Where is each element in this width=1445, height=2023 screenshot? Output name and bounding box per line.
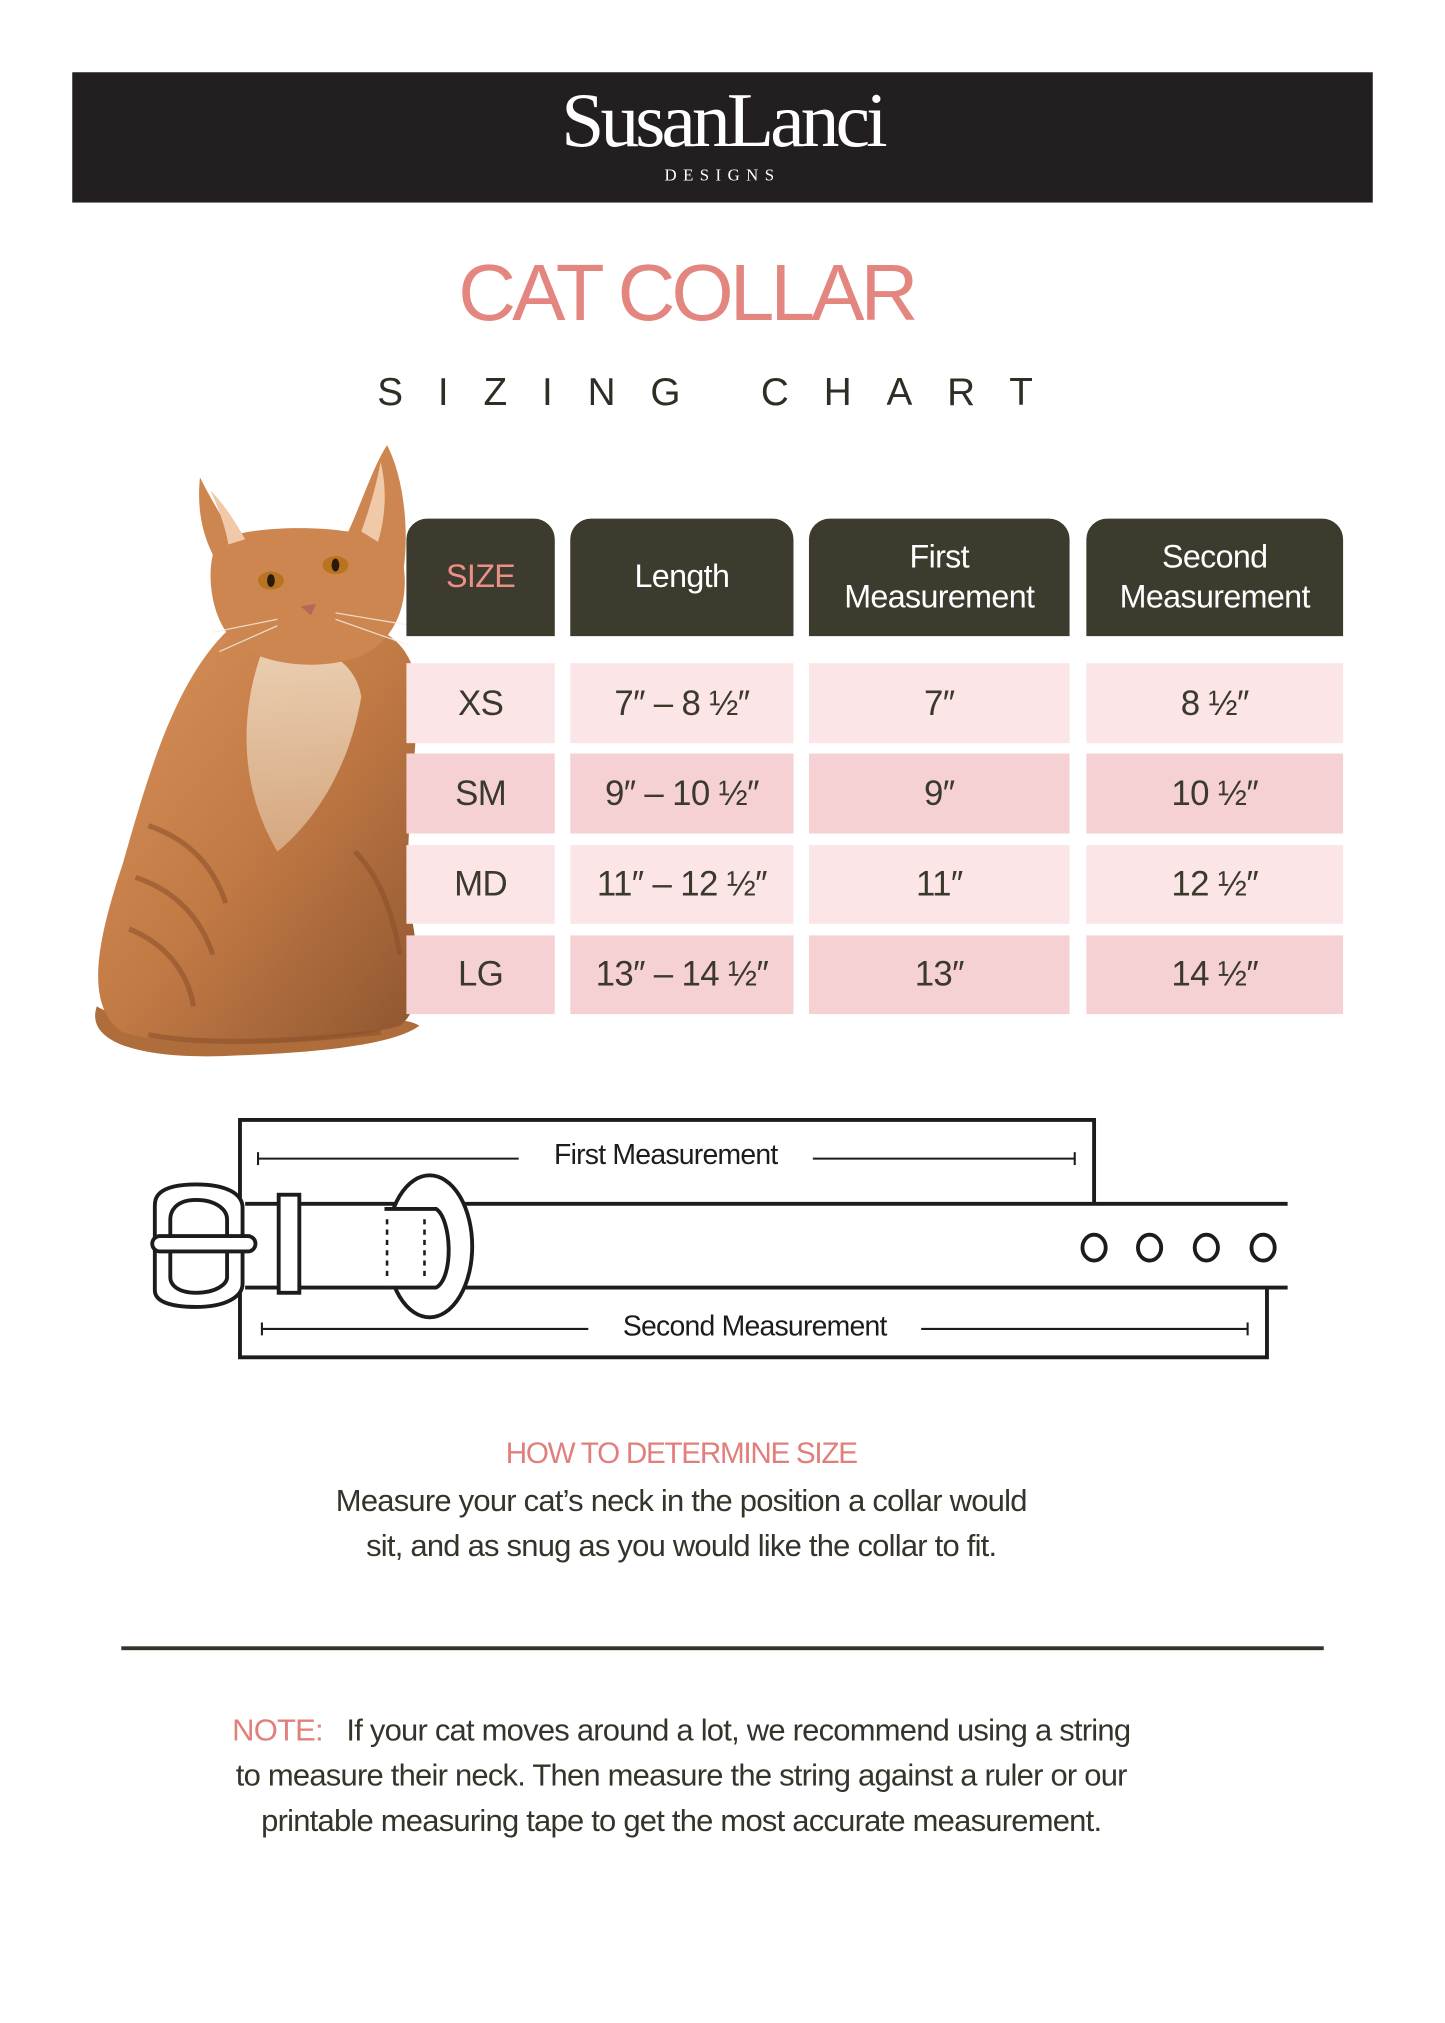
- column-header-size: SIZE: [406, 518, 555, 637]
- column-header-first-line2: Measurement: [844, 578, 1035, 615]
- keeper-loop-icon: [276, 1192, 302, 1295]
- first-measurement-bracket: [238, 1117, 1097, 1204]
- note-line-2: to measure their neck. Then measure the …: [235, 1758, 1128, 1794]
- note-line-1-text: If your cat moves around a lot, we recom…: [346, 1713, 1131, 1749]
- table-cell-size: XS: [406, 663, 555, 744]
- hole-icon: [1192, 1232, 1220, 1263]
- column-header-second-line1: Second: [1161, 538, 1268, 575]
- column-header-second-line2: Measurement: [1119, 578, 1311, 615]
- column-header-first-line1: First: [909, 538, 970, 575]
- collar-diagram: [150, 1117, 1288, 1360]
- table-cell-length: 7″ – 8 ½″: [570, 663, 794, 744]
- table-cell-second: 12 ½″: [1086, 845, 1344, 924]
- note-label: NOTE:: [232, 1713, 324, 1749]
- table-cell-second: 14 ½″: [1086, 935, 1344, 1015]
- table-cell-second: 8 ½″: [1086, 663, 1344, 744]
- brand-logo: SusanLanci: [561, 77, 887, 163]
- page-subtitle: SIZING CHART: [377, 371, 1068, 415]
- column-header-length: Length: [570, 518, 794, 637]
- table-cell-second: 10 ½″: [1086, 753, 1344, 834]
- second-measurement-label: Second Measurement: [622, 1309, 888, 1342]
- howto-heading: HOW TO DETERMINE SIZE: [505, 1435, 858, 1470]
- table-cell-length: 9″ – 10 ½″: [570, 753, 794, 834]
- howto-line-1: Measure your cat’s neck in the position …: [335, 1483, 1028, 1519]
- table-cell-first: 9″: [808, 753, 1070, 834]
- cat-photo: [95, 445, 420, 1057]
- howto-line-2: sit, and as snug as you would like the c…: [366, 1528, 997, 1564]
- column-header-length-label: Length: [634, 558, 730, 595]
- table-cell-size: SM: [406, 753, 555, 834]
- brand-header: SusanLanci DESIGNS: [72, 72, 1373, 203]
- divider: [121, 1646, 1324, 1651]
- table-cell-first: 7″: [808, 663, 1070, 744]
- note-line-1: NOTE: If your cat moves around a lot, we…: [0, 1708, 1362, 1753]
- hole-icon: [1136, 1232, 1164, 1263]
- table-cell-length: 13″ – 14 ½″: [570, 935, 794, 1015]
- table-cell-first: 13″: [808, 935, 1070, 1015]
- collar-holes: [1080, 1232, 1277, 1263]
- buckle-icon: [150, 1182, 258, 1309]
- note-text: NOTE: If your cat moves around a lot, we…: [0, 1708, 1362, 1843]
- column-header-second-measurement: Second Measurement: [1086, 518, 1344, 637]
- hole-icon: [1249, 1232, 1277, 1263]
- column-header-size-label: SIZE: [446, 558, 516, 595]
- hole-icon: [1080, 1232, 1108, 1263]
- brand-logo-subtitle: DESIGNS: [664, 165, 781, 185]
- table-cell-length: 11″ – 12 ½″: [570, 845, 794, 924]
- table-cell-first: 11″: [808, 845, 1070, 924]
- howto-text: Measure your cat’s neck in the position …: [0, 1479, 1362, 1569]
- note-line-3: printable measuring tape to get the most…: [261, 1803, 1102, 1839]
- d-ring-icon: [384, 1173, 475, 1320]
- page-title: CAT COLLAR: [458, 249, 918, 339]
- column-header-first-measurement: First Measurement: [808, 518, 1070, 637]
- table-cell-size: LG: [406, 935, 555, 1015]
- first-measurement-label: First Measurement: [554, 1137, 778, 1171]
- second-measurement-bracket: [238, 1287, 1269, 1360]
- table-cell-size: MD: [406, 845, 555, 924]
